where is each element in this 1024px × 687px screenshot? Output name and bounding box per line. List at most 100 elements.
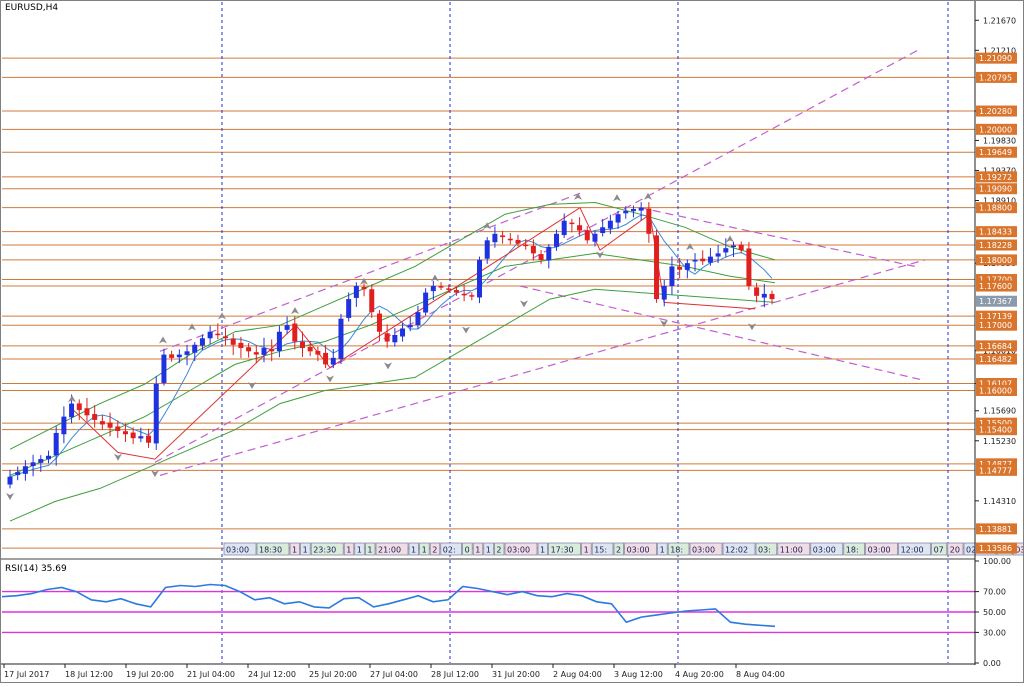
y-tick-label: 1.18910 [983,196,1016,205]
candle-body [346,299,352,318]
time-tag: 07 [931,542,948,556]
time-tag-box [472,542,484,556]
fractal-up-icon [574,192,582,200]
price-level-label: 1.17139 [979,312,1012,321]
price-level-box [976,71,1017,83]
price-level-box [976,523,1017,535]
time-tag-box [657,542,668,556]
fractal-down-icon [520,300,528,308]
price-level-label: 1.20280 [979,107,1012,116]
candle-body [138,436,144,439]
fractal-up-icon [291,307,299,315]
candle-body [538,254,544,260]
candle-body [299,341,305,349]
candle-body [738,244,744,251]
candle-body [430,286,436,292]
x-tick-label: 21 Jul 04:00 [187,670,235,679]
time-tag-box [343,542,355,556]
time-tag-box [483,542,494,556]
price-level-box [976,378,1017,390]
time-tag-text: 2 [616,546,621,555]
fractal-up-icon [431,274,439,282]
candle-body [630,208,636,212]
time-tag-box [429,542,441,556]
time-tag-text: 03:00 [813,546,836,555]
time-tag-text: 23:30 [313,546,336,555]
time-tag-box [722,542,756,556]
price-level-box [976,171,1017,183]
time-tag-text: 1 [540,546,545,555]
time-tag-text: 18:30 [259,546,282,555]
candle-body [261,348,267,355]
time-tag: 1 [289,542,300,556]
candle-body [392,335,398,343]
candle-body [353,286,359,298]
x-tick-label: 18 Jul 12:00 [65,670,113,679]
fractal-down-icon [6,492,14,500]
fractal-up-icon [188,323,196,331]
candle-body [122,431,128,435]
candle-body [746,248,752,287]
time-tag-box [591,542,614,556]
candle-body [15,472,21,476]
price-level-label: 1.17000 [979,321,1012,330]
price-level-box [976,202,1017,214]
y-tick-label: 1.15230 [983,437,1016,446]
price-level-label: 1.14777 [979,466,1012,475]
price-level-label: 1.20795 [979,73,1012,82]
time-tag-text: 17:30 [551,546,574,555]
time-tag: 17:30 [548,542,581,556]
channel-trend-line [519,285,921,380]
fractal-down-icon [151,470,159,478]
x-tick-label: 3 Aug 12:00 [614,670,663,679]
time-tag-box [462,542,473,556]
price-level-label: 1.15400 [979,426,1012,435]
bollinger-lower-band [9,288,776,522]
candle-body [769,293,775,300]
fractal-down-icon [462,326,470,334]
price-level-box [976,280,1017,292]
price-level-box [976,239,1017,251]
fractal-down-icon [660,319,668,327]
candle-body [654,235,660,300]
time-tag-box [777,542,811,556]
price-level-label: 1.14877 [979,460,1012,469]
candle-body [53,432,59,456]
fractal-down-icon [114,453,122,461]
time-tag-text: 1 [346,546,351,555]
price-level-label: 1.16000 [979,387,1012,396]
moving-average-line [9,214,773,478]
candle-body [38,459,44,463]
candle-body [338,318,344,359]
price-level-label: 1.16107 [979,380,1012,389]
fractal-up-icon [613,194,621,202]
time-tag: 1 [300,542,311,556]
time-tag: 1 [365,542,376,556]
x-tick-label: 24 Jul 12:00 [248,670,296,679]
candle-body [384,333,390,342]
fractal-up-icon [218,312,226,320]
time-tag-text: 20 [950,546,960,555]
x-tick-label: 28 Jul 12:00 [431,670,479,679]
time-tag: 2 [429,542,441,556]
candle-body [223,336,229,339]
candle-body [761,293,767,298]
time-tag-text: 12:00 [901,546,924,555]
time-tag-box [931,542,948,556]
bollinger-middle-band [9,252,776,476]
time-tag-text: 15: [594,546,607,555]
candle-body [754,287,760,296]
rsi-y-tick-label: 100.00 [983,557,1011,566]
candle-body [99,421,105,425]
candle-body [153,383,159,444]
candle-body [607,220,613,229]
time-tag: 1 [657,542,668,556]
candle-body [76,403,82,411]
candle-body [523,244,529,247]
candle-body [246,347,252,352]
candle-body [361,286,367,290]
candle-body [615,214,621,223]
fractal-down-icon [384,362,392,370]
time-tag-text: 1 [584,546,589,555]
candle-body [276,331,282,352]
